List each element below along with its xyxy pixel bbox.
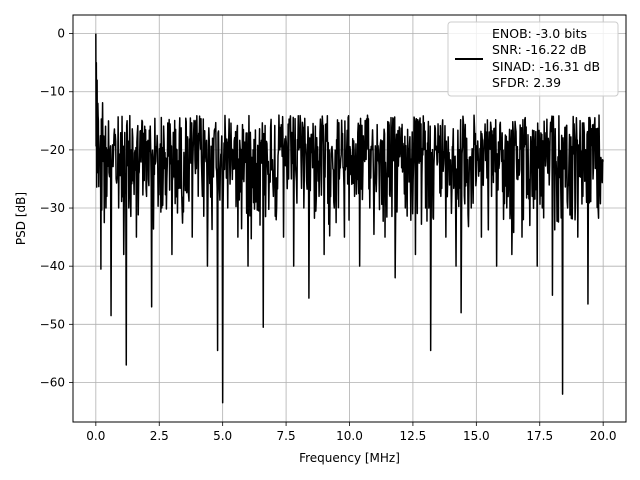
x-tick-label: 17.5 (526, 429, 553, 443)
x-tick-label: 2.5 (150, 429, 169, 443)
y-tick-label: −40 (40, 259, 65, 273)
y-axis-label: PSD [dB] (14, 192, 28, 245)
x-axis-ticks: 0.0 2.5 5.0 7.5 10.0 12.5 15.0 17.5 20.0 (86, 422, 617, 443)
y-tick-label: 0 (57, 27, 65, 41)
legend-box (447, 21, 619, 97)
x-axis-label: Frequency [MHz] (299, 451, 400, 465)
x-tick-label: 7.5 (277, 429, 296, 443)
plot-area (95, 33, 604, 404)
y-tick-label: −10 (40, 85, 65, 99)
x-tick-label: 15.0 (463, 429, 490, 443)
y-tick-label: −20 (40, 143, 65, 157)
x-tick-label: 12.5 (400, 429, 427, 443)
x-tick-label: 0.0 (86, 429, 105, 443)
legend-sinad: SINAD: -16.31 dB (492, 59, 600, 74)
legend-sfdr: SFDR: 2.39 (492, 75, 561, 90)
psd-series-line (95, 33, 604, 404)
legend-snr: SNR: -16.22 dB (492, 42, 587, 57)
x-tick-label: 10.0 (336, 429, 363, 443)
y-tick-label: −50 (40, 317, 65, 331)
legend-enob: ENOB: -3.0 bits (492, 26, 587, 41)
x-tick-label: 5.0 (213, 429, 232, 443)
y-tick-label: −60 (40, 375, 65, 389)
y-tick-label: −30 (40, 201, 65, 215)
y-axis-ticks: 0 −10 −20 −30 −40 −50 −60 (40, 27, 73, 389)
x-tick-label: 20.0 (590, 429, 617, 443)
legend: ENOB: -3.0 bits SNR: -16.22 dB SINAD: -1… (447, 21, 619, 97)
